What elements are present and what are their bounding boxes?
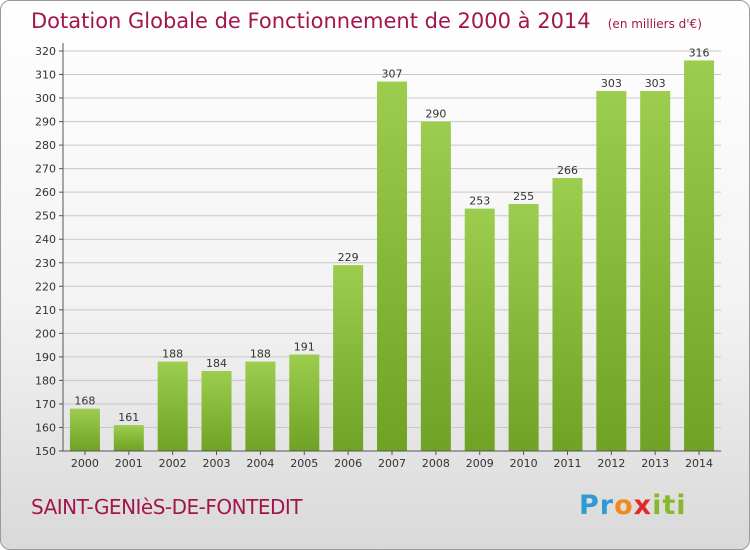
bar xyxy=(377,81,407,452)
y-tick-label: 260 xyxy=(35,186,56,199)
x-tick-label: 2012 xyxy=(597,457,625,470)
bar-value-label: 303 xyxy=(645,77,666,90)
bar xyxy=(113,425,144,451)
y-tick-label: 220 xyxy=(35,280,56,293)
bar-value-label: 255 xyxy=(513,190,534,203)
bar xyxy=(508,203,539,451)
y-tick-label: 270 xyxy=(35,163,56,176)
x-tick-label: 2001 xyxy=(115,457,143,470)
bar-value-label: 307 xyxy=(382,68,403,81)
x-tick-label: 2009 xyxy=(466,457,494,470)
y-tick-label: 160 xyxy=(35,421,56,434)
y-tick-label: 240 xyxy=(35,233,56,246)
y-tick-label: 170 xyxy=(35,398,56,411)
bar xyxy=(201,371,232,451)
bar xyxy=(157,361,188,451)
bar xyxy=(596,91,627,451)
bar xyxy=(333,265,364,451)
bars: 168 161 188 184 188 191 229 307 290 253 255 266 303 3… xyxy=(69,46,715,452)
y-tick-label: 300 xyxy=(35,92,56,105)
logo-part: Pr xyxy=(579,490,615,521)
bar xyxy=(464,208,495,451)
bar-value-label: 253 xyxy=(469,195,490,208)
y-tick-label: 210 xyxy=(35,304,56,317)
bar xyxy=(69,408,100,451)
x-tick-label: 2000 xyxy=(71,457,99,470)
x-tick-label: 2007 xyxy=(378,457,406,470)
x-tick-label: 2006 xyxy=(334,457,362,470)
bar xyxy=(552,178,583,451)
bar-value-label: 188 xyxy=(250,348,271,361)
x-tick-label: 2003 xyxy=(203,457,231,470)
bar-value-label: 188 xyxy=(162,348,183,361)
unit-text: (en milliers d'€) xyxy=(607,17,702,31)
bar-value-label: 184 xyxy=(206,357,227,370)
x-tick-label: 2014 xyxy=(685,457,713,470)
x-tick-label: 2010 xyxy=(510,457,538,470)
y-tick-label: 180 xyxy=(35,374,56,387)
logo-part: x xyxy=(633,490,653,521)
bar xyxy=(420,121,451,452)
x-tick-label: 2004 xyxy=(246,457,274,470)
title-text: Dotation Globale de Fonctionnement de 20… xyxy=(31,9,591,33)
bar-value-label: 303 xyxy=(601,77,622,90)
bar xyxy=(245,361,276,451)
bar-value-label: 191 xyxy=(294,341,315,354)
bar xyxy=(289,354,320,451)
x-tick-label: 2008 xyxy=(422,457,450,470)
commune-name: SAINT-GENIèS-DE-FONTEDIT xyxy=(31,495,302,519)
logo-part: iti xyxy=(652,490,687,521)
proxiti-logo: Proxiti xyxy=(579,490,687,521)
x-tick-label: 2005 xyxy=(290,457,318,470)
y-tick-label: 150 xyxy=(35,445,56,458)
y-tick-label: 310 xyxy=(35,69,56,82)
y-tick-label: 250 xyxy=(35,210,56,223)
y-tick-label: 320 xyxy=(35,45,56,58)
y-tick-label: 190 xyxy=(35,351,56,364)
y-tick-label: 200 xyxy=(35,327,56,340)
bar-value-label: 290 xyxy=(425,108,446,121)
bar-value-label: 161 xyxy=(118,411,139,424)
y-tick-label: 280 xyxy=(35,139,56,152)
logo-part: o xyxy=(614,490,634,521)
bar-value-label: 229 xyxy=(338,251,359,264)
x-tick-label: 2013 xyxy=(641,457,669,470)
bar-value-label: 316 xyxy=(689,46,710,59)
x-tick-label: 2002 xyxy=(159,457,187,470)
x-tick-label: 2011 xyxy=(553,457,581,470)
bar-value-label: 266 xyxy=(557,164,578,177)
y-tick-label: 290 xyxy=(35,116,56,129)
axes: 150 160 170 180 190 200 210 220 230 240 250 260 270 2… xyxy=(35,43,721,470)
bar-value-label: 168 xyxy=(74,395,95,408)
chart-title: Dotation Globale de Fonctionnement de 20… xyxy=(31,9,702,33)
bar xyxy=(684,60,715,451)
y-tick-label: 230 xyxy=(35,257,56,270)
bar xyxy=(640,91,671,451)
